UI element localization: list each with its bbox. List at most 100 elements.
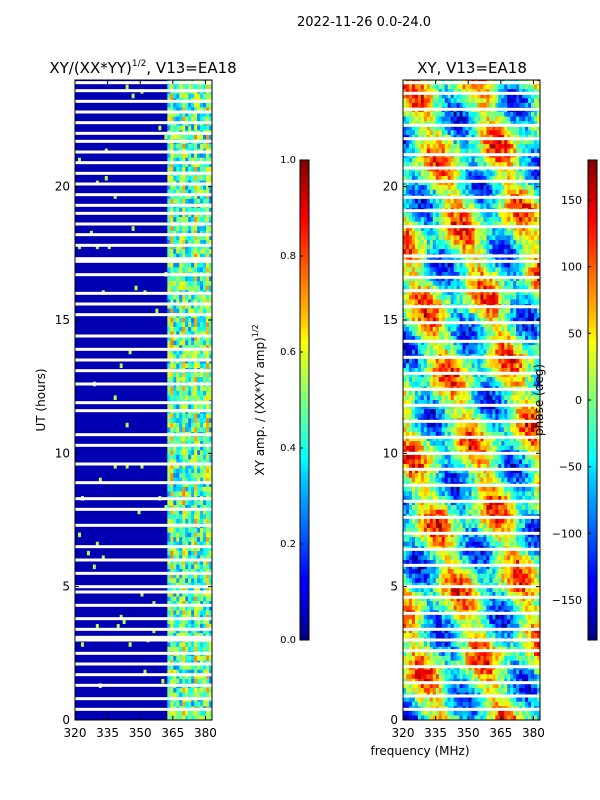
heatmap-cell — [203, 244, 207, 250]
heatmap-cell — [116, 555, 121, 561]
heatmap-cell — [173, 422, 177, 428]
heatmap-cell — [200, 459, 204, 465]
heatmap-cell — [95, 153, 100, 159]
heatmap-cell — [173, 116, 177, 122]
heatmap-cell — [191, 486, 195, 492]
heatmap-cell — [158, 482, 162, 488]
heatmap-cell — [179, 546, 183, 552]
heatmap-cell — [83, 240, 88, 245]
heatmap-cell — [75, 555, 79, 561]
heatmap-cell — [176, 454, 180, 460]
heatmap-cell — [75, 112, 79, 117]
heatmap-cell — [104, 194, 109, 200]
heatmap-cell — [176, 249, 180, 255]
heatmap-cell — [80, 322, 85, 328]
heatmap-cell — [134, 427, 138, 433]
heatmap-cell — [185, 459, 189, 465]
heatmap-cell — [116, 107, 121, 113]
heatmap-cell — [110, 262, 115, 268]
heatmap-cell — [182, 116, 186, 122]
heatmap-cell — [86, 125, 91, 131]
heatmap-cell — [143, 560, 147, 565]
heatmap-cell — [182, 491, 186, 497]
heatmap-cell — [95, 166, 100, 172]
heatmap-cell — [128, 84, 132, 90]
heatmap-cell — [83, 514, 88, 520]
heatmap-cell — [131, 450, 135, 456]
heatmap-cell — [75, 249, 79, 255]
heatmap-cell — [119, 116, 124, 122]
heatmap-cell — [185, 317, 189, 323]
heatmap-cell — [110, 418, 115, 424]
heatmap-cell — [170, 464, 174, 469]
heatmap-cell — [152, 422, 156, 428]
heatmap-cell — [179, 212, 183, 218]
heatmap-cell — [209, 509, 213, 515]
heatmap-cell — [164, 454, 168, 460]
heatmap-cell — [188, 249, 192, 255]
heatmap-cell — [200, 276, 204, 282]
heatmap-cell — [158, 240, 162, 245]
heatmap-cell — [173, 322, 177, 328]
heatmap-cell — [83, 294, 88, 300]
heatmap-cell — [119, 459, 124, 465]
heatmap-cell — [101, 445, 106, 451]
heatmap-cell — [164, 500, 168, 506]
heatmap-cell — [185, 541, 189, 547]
heatmap-cell — [104, 294, 109, 300]
heatmap-cell — [110, 198, 115, 204]
heatmap-cell — [173, 528, 177, 533]
heatmap-cell — [113, 125, 118, 131]
heatmap-cell — [98, 413, 103, 419]
heatmap-cell — [89, 491, 94, 497]
heatmap-cell — [75, 468, 79, 474]
heatmap-cell — [77, 550, 82, 556]
heatmap-cell — [185, 281, 189, 287]
heatmap-cell — [125, 473, 130, 479]
heatmap-cell — [125, 176, 130, 181]
heatmap-cell — [89, 473, 94, 479]
heatmap-cell — [191, 500, 195, 506]
heatmap-cell — [194, 477, 198, 483]
heatmap-cell — [75, 144, 79, 149]
heatmap-cell — [197, 249, 201, 255]
heatmap-cell — [143, 253, 147, 259]
heatmap-cell — [137, 422, 141, 428]
heatmap-cell — [75, 546, 79, 552]
heatmap-cell — [200, 189, 204, 195]
heatmap-cell — [75, 441, 79, 447]
heatmap-cell — [206, 569, 210, 575]
heatmap-cell — [197, 125, 201, 131]
heatmap-cell — [122, 532, 127, 538]
heatmap-cell — [86, 317, 91, 323]
heatmap-cell — [116, 84, 121, 90]
heatmap-cell — [98, 491, 103, 497]
heatmap-cell — [182, 377, 186, 383]
heatmap-cell — [194, 354, 198, 360]
heatmap-cell — [170, 198, 174, 204]
heatmap-cell — [95, 482, 100, 488]
heatmap-cell — [128, 555, 132, 561]
heatmap-cell — [119, 514, 124, 520]
heatmap-cell — [170, 285, 174, 291]
heatmap-cell — [161, 166, 165, 172]
heatmap-cell — [131, 253, 135, 259]
heatmap-cell — [134, 185, 138, 191]
heatmap-cell — [143, 281, 147, 287]
heatmap-cell — [119, 308, 124, 314]
heatmap-cell — [98, 285, 103, 291]
heatmap-cell — [80, 102, 85, 108]
heatmap-cell — [206, 468, 210, 474]
heatmap-cell — [182, 84, 186, 90]
heatmap-cell — [107, 349, 112, 355]
heatmap-cell — [80, 253, 85, 259]
heatmap-cell — [95, 349, 100, 355]
heatmap-cell — [155, 450, 159, 456]
heatmap-cell — [119, 395, 124, 401]
heatmap-cell — [128, 340, 132, 346]
heatmap-cell — [107, 550, 112, 556]
heatmap-cell — [206, 189, 210, 195]
heatmap-cell — [197, 304, 201, 309]
heatmap-cell — [104, 468, 109, 474]
heatmap-cell — [77, 532, 82, 538]
